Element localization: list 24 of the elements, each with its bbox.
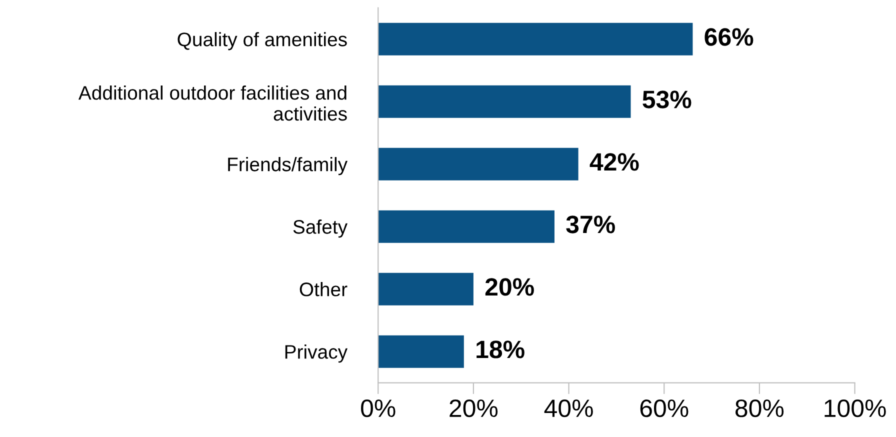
- x-tick-label: 60%: [640, 399, 688, 418]
- y-tick-label: Privacy: [285, 344, 348, 363]
- bar: [378, 148, 578, 180]
- bar: [378, 22, 693, 56]
- x-tick-label: 80%: [736, 399, 784, 418]
- bar: [378, 335, 464, 368]
- x-tick-label: 40%: [544, 399, 593, 418]
- y-tick-label: Additional outdoor facilities and activities: [78, 85, 347, 121]
- data-label: 66%: [704, 28, 754, 46]
- y-tick-label: Other: [300, 282, 348, 296]
- y-tick-label: Safety: [293, 220, 348, 238]
- y-tick-label: Friends/family: [228, 157, 348, 176]
- y-tick-label: Quality of amenities: [178, 32, 347, 50]
- data-label: 53%: [642, 90, 692, 108]
- bar: [378, 272, 474, 306]
- bar: [378, 85, 631, 118]
- data-label: 18%: [476, 340, 524, 358]
- x-tick-label: 100%: [824, 399, 886, 418]
- data-label: 37%: [566, 216, 615, 234]
- data-label: 20%: [485, 278, 534, 296]
- x-tick-label: 0%: [361, 399, 396, 418]
- data-label: 42%: [590, 153, 639, 171]
- bar: [378, 210, 554, 243]
- x-tick-label: 20%: [450, 399, 498, 418]
